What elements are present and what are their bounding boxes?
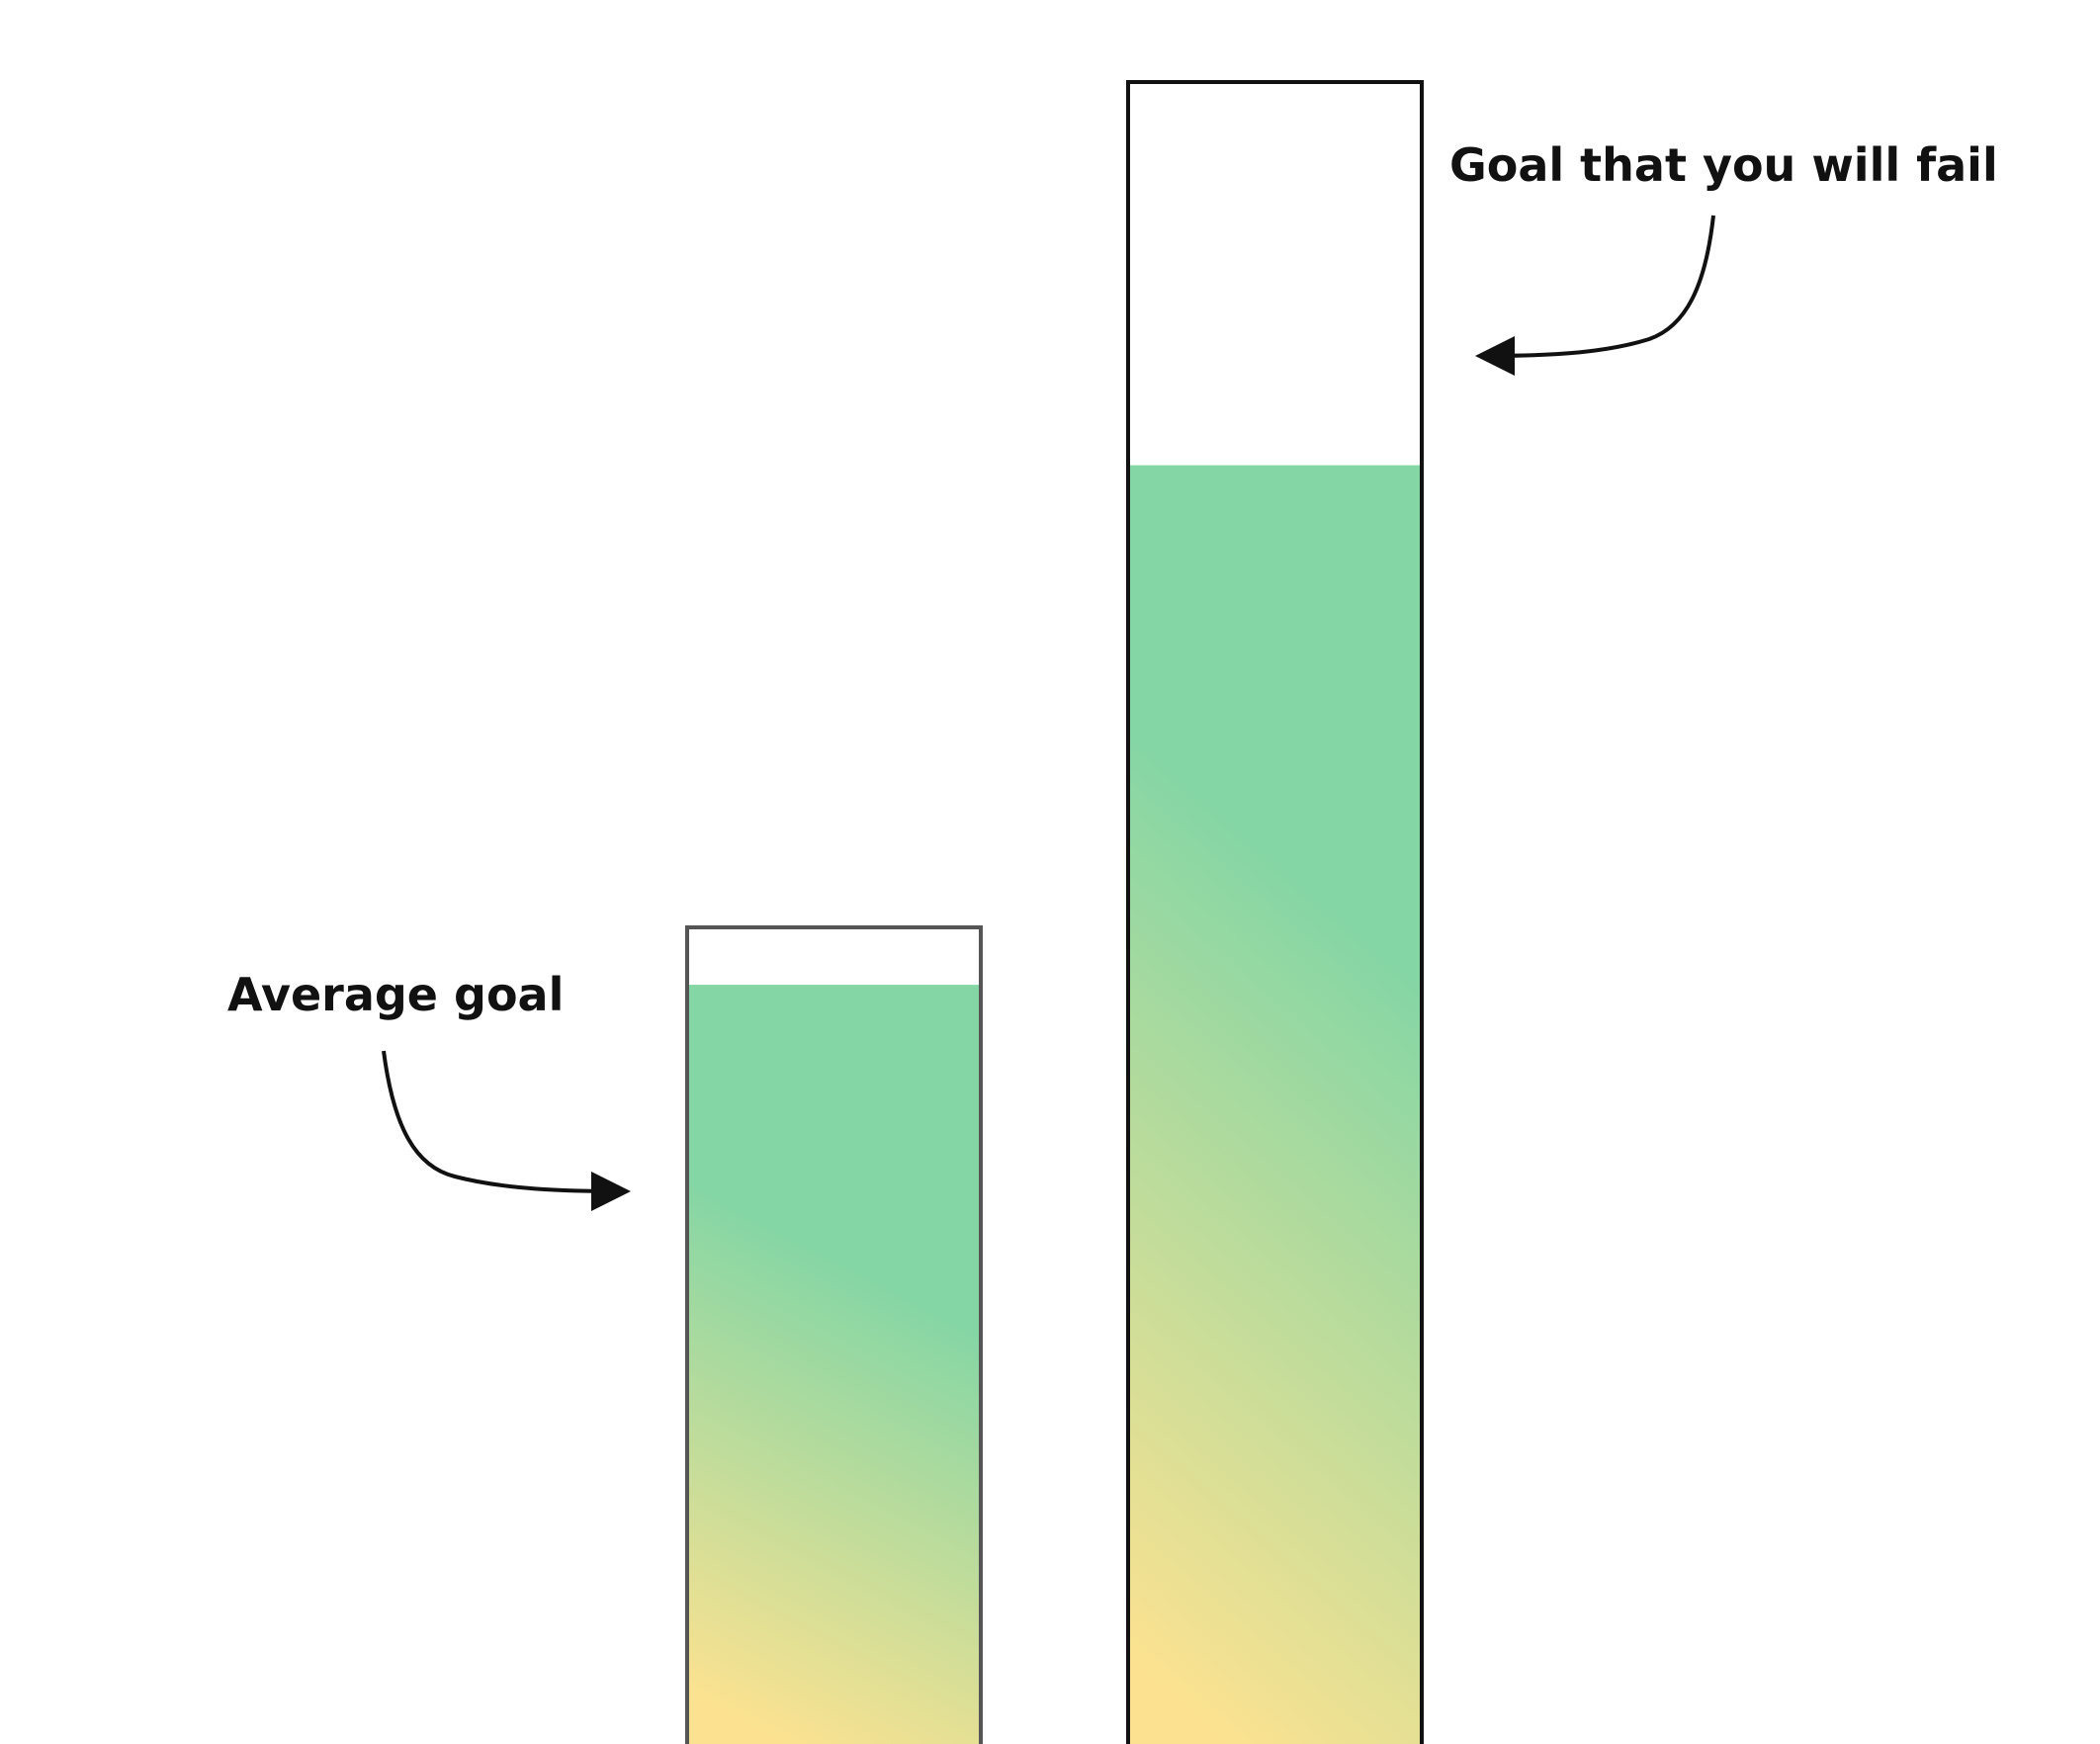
average-goal-outline <box>685 925 983 1744</box>
average-goal-label: Average goal <box>227 968 564 1021</box>
stretch-goal-arrow <box>1475 215 1715 376</box>
stretch-goal-label: Goal that you will fail <box>1449 138 1998 192</box>
stretch-goal-bar <box>1126 80 1424 1744</box>
average-goal-arrow <box>382 1050 631 1211</box>
average-goal-fill <box>687 985 981 1744</box>
average-goal-bar <box>685 925 983 1744</box>
stretch-goal-fill <box>1128 465 1422 1744</box>
stretch-goal-outline <box>1126 80 1424 1744</box>
